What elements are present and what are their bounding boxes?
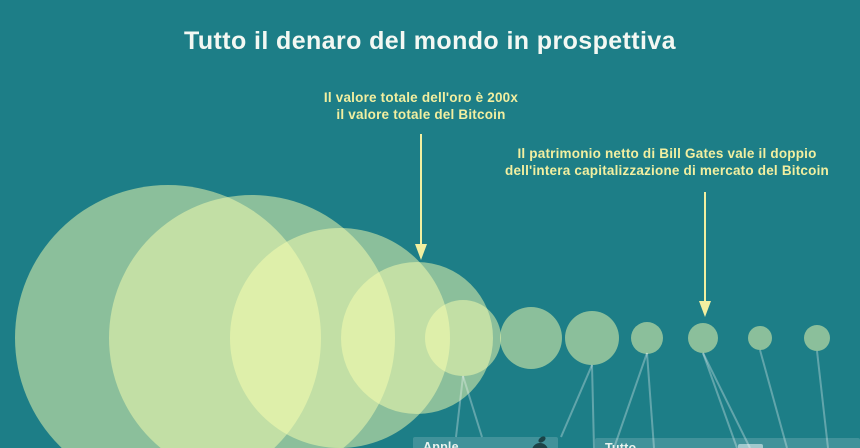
page-title: Tutto il denaro del mondo in prospettiva [184,27,676,55]
annotation-bill-gates: Il patrimonio netto di Bill Gates vale i… [476,146,858,179]
money-circle [804,325,830,351]
gold-annotation-arrow-head [415,244,427,260]
money-circle [565,311,619,365]
money-circle [631,322,663,354]
connector-line [613,352,648,448]
money-circle [341,262,493,414]
label-box-apple: Apple [413,435,558,448]
annotation-bill-gates-line2: dell'intera capitalizzazione di mercato … [505,162,829,178]
tutto-label: Tutto [605,441,637,448]
annotation-gold: Il valore totale dell'oro è 200x il valo… [241,90,601,123]
connector-line [591,364,595,448]
annotation-gold-line2: il valore totale del Bitcoin [336,106,506,122]
money-circle [748,326,772,350]
connector-line [462,375,483,438]
apple-label: Apple [423,440,459,448]
connector-line [702,352,738,448]
connector-line [816,350,829,448]
connector-line [759,349,788,448]
money-icon [738,444,763,448]
apple-icon [532,443,548,448]
connector-line [702,352,751,448]
label-box-tutto: Tutto [595,438,860,448]
gates-annotation-arrow-head [699,301,711,317]
money-circle [425,300,501,376]
money-circle [500,307,562,369]
annotation-gold-line1: Il valore totale dell'oro è 200x [323,90,519,105]
money-circle [688,323,718,353]
annotation-bill-gates-line1: Il patrimonio netto di Bill Gates vale i… [517,146,817,161]
connector-line [455,375,464,438]
connector-line [646,352,655,448]
connector-line [560,364,593,438]
